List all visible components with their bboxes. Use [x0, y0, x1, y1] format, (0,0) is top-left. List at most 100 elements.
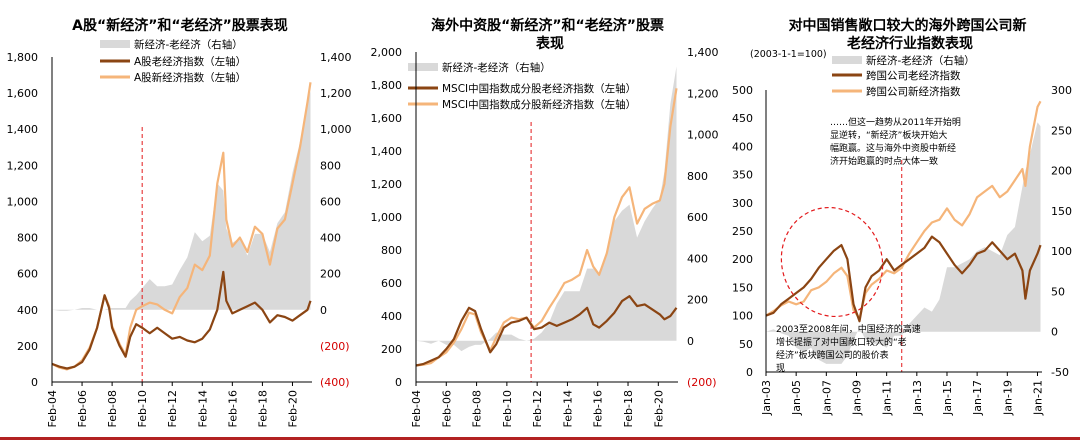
legend-label-old: 跨国公司老经济指数 — [866, 69, 961, 82]
y-right-tick-label: (200) — [687, 376, 717, 389]
x-tick-label: Jan-15 — [941, 380, 954, 416]
plot-area — [415, 66, 678, 382]
legend-label-new: MSCI中国指数成分股新经济指数（左轴） — [442, 98, 636, 111]
annotation-line: 经济”板块跨国公司的股价表 — [776, 349, 889, 361]
chart-multinationals: 对中国销售敞口较大的海外跨国公司新 老经济行业指数表现 (2003-1-1=10… — [732, 17, 1072, 416]
chart-title: A股“新经济”和“老经济”股票表现 — [72, 17, 288, 34]
chart-subtitle: (2003-1-1=100) — [750, 49, 827, 60]
y-left-tick-label: 0 — [746, 366, 753, 379]
x-tick-label: Feb-14 — [196, 390, 209, 427]
chart-title-line1: 海外中资股“新经济”和“老经济”股票 — [431, 17, 664, 34]
y-right-tick-label: 200 — [687, 294, 708, 307]
x-tick-label: Feb-04 — [410, 390, 423, 427]
y-left-tick-label: 1,000 — [7, 195, 39, 208]
y-right-tick-label: 1,200 — [687, 87, 719, 100]
y-left-tick-label: 800 — [381, 244, 402, 257]
y-right-tick-label: 800 — [687, 170, 708, 183]
y-left-tick-label: 150 — [732, 281, 753, 294]
y-right-tick-label: 400 — [687, 252, 708, 265]
x-tick-label: Feb-16 — [226, 390, 239, 427]
legend-swatch-spread — [832, 56, 862, 64]
y-left-tick-label: 400 — [381, 310, 402, 323]
y-left-tick-label: 400 — [732, 140, 753, 153]
chart-panel-offshore: 海外中资股“新经济”和“老经济”股票 表现 新经济-老经济（右轴） MSCI中国… — [360, 0, 720, 442]
y-left-tick-label: 600 — [17, 268, 38, 281]
annotation-2003-2008: 2003至2008年间，中国经济的高速 增长提振了对中国敞口较大的“老 经济”板… — [776, 323, 924, 374]
x-tick-label: Feb-20 — [652, 390, 665, 427]
legend-label-new: A股新经济指数（左轴） — [134, 71, 246, 84]
y-right-tick-label: 100 — [1051, 245, 1072, 258]
legend-label-spread: 新经济-老经济（右轴） — [134, 38, 243, 51]
spread-area — [766, 122, 1041, 364]
chart-title: 对中国销售敞口较大的海外跨国公司新 老经济行业指数表现 — [789, 17, 1032, 52]
y-right-tick-label: 1,200 — [320, 87, 352, 100]
y-left-tick-label: 1,200 — [371, 178, 403, 191]
y-left-tick-label: 1,200 — [7, 159, 39, 172]
y-right-tick-label: 600 — [687, 211, 708, 224]
x-tick-label: Jan-07 — [820, 380, 833, 416]
x-tick-label: Feb-18 — [622, 390, 635, 427]
legend-label-old: A股老经济指数（左轴） — [134, 55, 246, 68]
y-left-tick-label: 1,800 — [7, 51, 39, 64]
y-left-tick-label: 250 — [732, 225, 753, 238]
spread-area — [416, 66, 677, 352]
chart-title-line2: 老经济行业指数表现 — [847, 35, 973, 52]
x-tick-label: Jan-05 — [790, 380, 803, 416]
chart-legend: 新经济-老经济（右轴） MSCI中国指数成分股老经济指数（左轴） MSCI中国指… — [408, 61, 636, 111]
chart-panel-a-shares: A股“新经济”和“老经济”股票表现 新经济-老经济（右轴） A股老经济指数（左轴… — [0, 0, 360, 442]
y-left-tick-label: 1,600 — [7, 87, 39, 100]
chart-legend: 新经济-老经济（右轴） 跨国公司老经济指数 跨国公司新经济指数 — [832, 54, 975, 98]
y-left-tick-label: 1,800 — [371, 79, 403, 92]
y-right-tick-label: 1,400 — [320, 51, 352, 64]
annotation-line: ……但这一趋势从2011年开始明 — [830, 116, 961, 128]
annotation-line: 2003至2008年间，中国经济的高速 — [776, 323, 921, 335]
x-tick-label: Feb-10 — [501, 390, 514, 427]
y-right-tick-label: 50 — [1051, 285, 1065, 298]
legend-label-new: 跨国公司新经济指数 — [866, 85, 961, 98]
y-left-tick-label: 1,400 — [7, 123, 39, 136]
series-line-old-economy — [51, 270, 312, 370]
y-right-tick-label: 200 — [1051, 165, 1072, 178]
x-tick-label: Feb-10 — [136, 390, 149, 427]
y-right-tick-label: 800 — [320, 159, 341, 172]
legend-label-spread: 新经济-老经济（右轴） — [866, 54, 975, 67]
annotation-line: 现 — [776, 363, 785, 374]
y-right-tick-label: -50 — [1051, 366, 1069, 379]
x-tick-label: Feb-20 — [286, 390, 299, 427]
legend-label-old: MSCI中国指数成分股老经济指数（左轴） — [442, 82, 636, 95]
series-line-old-economy — [765, 235, 1042, 323]
y-left-tick-label: 0 — [31, 376, 38, 389]
series-line-new-economy — [51, 82, 312, 371]
plot-area — [51, 82, 312, 382]
x-tick-label: Jan-17 — [971, 380, 984, 416]
annotation-line: 增长提振了对中国敞口较大的“老 — [776, 336, 907, 348]
chart-legend: 新经济-老经济（右轴） A股老经济指数（左轴） A股新经济指数（左轴） — [100, 38, 246, 84]
x-tick-label: Feb-04 — [46, 390, 59, 427]
y-left-tick-label: 100 — [732, 310, 753, 323]
y-left-tick-label: 1,000 — [371, 211, 403, 224]
y-right-tick-label: 1,000 — [320, 123, 352, 136]
x-tick-label: Feb-06 — [76, 390, 89, 427]
legend-label-spread: 新经济-老经济（右轴） — [442, 61, 551, 74]
annotation-2011-reversal: ……但这一趋势从2011年开始明 显逆转，“新经济”板块开始大 幅跑赢。这与海外… — [830, 116, 964, 167]
y-left-tick-label: 200 — [17, 340, 38, 353]
y-left-tick-label: 400 — [17, 304, 38, 317]
y-left-tick-label: 1,600 — [371, 112, 403, 125]
x-tick-label: Jan-13 — [911, 380, 924, 416]
spread-area — [52, 91, 311, 311]
y-right-tick-label: 200 — [320, 268, 341, 281]
y-right-tick-label: 250 — [1051, 124, 1072, 137]
chart-title-line1: 对中国销售敞口较大的海外跨国公司新 — [789, 17, 1027, 34]
x-tick-label: Feb-06 — [440, 390, 453, 427]
chart-a-shares: A股“新经济”和“老经济”股票表现 新经济-老经济（右轴） A股老经济指数（左轴… — [7, 17, 352, 427]
y-right-tick-label: 400 — [320, 232, 341, 245]
y-left-tick-label: 0 — [395, 376, 402, 389]
y-left-tick-label: 300 — [732, 197, 753, 210]
y-right-tick-label: 0 — [1051, 326, 1058, 339]
chart-offshore-china: 海外中资股“新经济”和“老经济”股票 表现 新经济-老经济（右轴） MSCI中国… — [371, 17, 719, 427]
y-right-tick-label: 150 — [1051, 205, 1072, 218]
x-tick-label: Feb-08 — [471, 390, 484, 427]
y-right-tick-label: 1,000 — [687, 129, 719, 142]
x-tick-label: Jan-21 — [1031, 380, 1044, 416]
series-line-old-economy — [415, 295, 678, 367]
